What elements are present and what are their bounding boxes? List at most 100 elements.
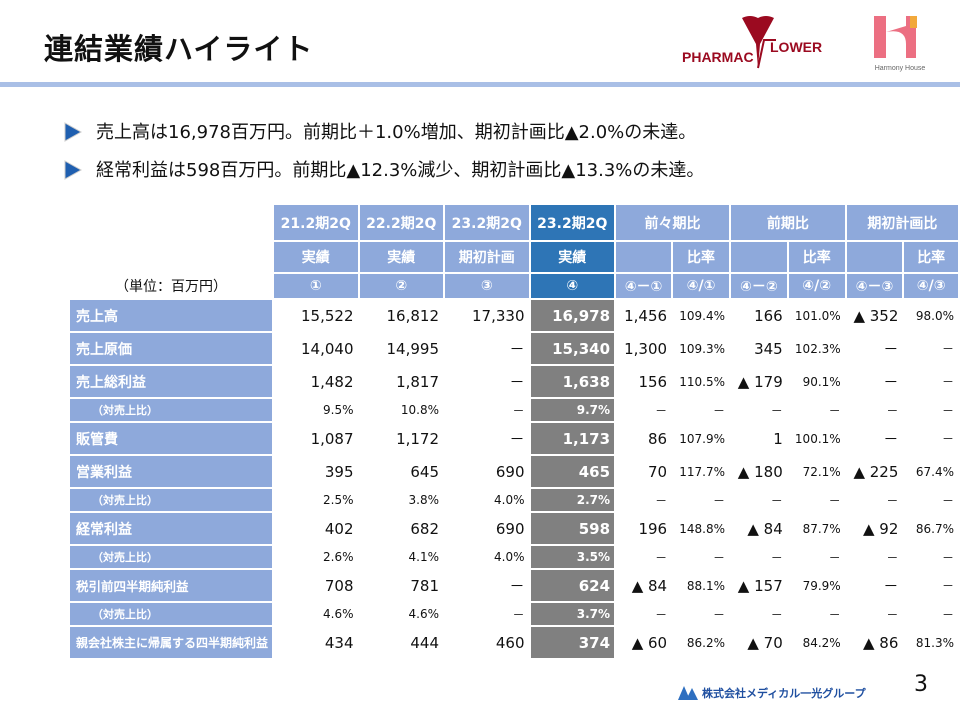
value-cell: －	[509, 430, 525, 448]
col-num: ③	[445, 274, 529, 298]
value-cell: 88.1%	[686, 578, 726, 593]
value-cell: ▲ 70	[747, 633, 783, 652]
diff-num: ④－③	[846, 274, 903, 298]
value-cell: 148.8%	[679, 521, 726, 536]
value-cell: －	[941, 550, 954, 565]
value-cell: ▲ 84	[747, 519, 783, 538]
value-cell: 645	[410, 462, 440, 481]
ratio-num: ④/②	[788, 274, 845, 298]
value-cell: 708	[324, 576, 354, 595]
value-cell: 345	[754, 339, 783, 358]
value-cell: 9.5%	[323, 403, 354, 417]
value-cell: 196	[638, 519, 668, 538]
page-title: 連結業績ハイライト	[44, 32, 314, 66]
value-cell: 1,172	[396, 429, 440, 448]
bullet-text: 経常利益は598百万円。前期比▲12.3%減少、期初計画比▲13.3%の未達。	[96, 160, 705, 181]
value-cell: 14,995	[386, 339, 440, 358]
ratio-header: 比率	[673, 242, 730, 272]
value-cell: －	[509, 340, 525, 358]
highlight-cell: 465	[530, 456, 615, 487]
value-cell: 90.1%	[802, 374, 841, 389]
col-num: ①	[274, 274, 358, 298]
group-header: 前々期比	[616, 205, 730, 240]
blank-header	[731, 242, 787, 272]
value-cell: 4.6%	[408, 607, 440, 621]
value-cell: 109.3%	[679, 341, 726, 356]
highlight-cell: 9.7%	[530, 399, 615, 421]
value-cell: 102.3%	[794, 341, 841, 356]
header-divider	[0, 82, 960, 87]
row-label: （対売上比）	[70, 399, 273, 421]
value-cell: 682	[410, 519, 440, 538]
row-label: 売上高	[70, 300, 273, 331]
ratio-num: ④/③	[904, 274, 958, 298]
value-cell: －	[883, 577, 899, 595]
value-cell: －	[509, 577, 525, 595]
value-cell: 84.2%	[802, 635, 841, 650]
value-cell: 117.7%	[679, 464, 726, 479]
value-cell: 4.6%	[323, 607, 354, 621]
value-cell: ▲ 92	[863, 519, 899, 538]
highlight-cell: 598	[530, 513, 615, 544]
value-cell: ▲ 179	[737, 372, 783, 391]
value-cell: 86.7%	[915, 521, 954, 536]
highlight-cell: 374	[530, 627, 615, 658]
ratio-header: 比率	[788, 242, 845, 272]
value-cell: 70	[647, 462, 668, 481]
col-num: ②	[359, 274, 444, 298]
value-cell: 4.1%	[408, 550, 440, 564]
value-cell: －	[655, 403, 668, 418]
ratio-header: 比率	[904, 242, 958, 272]
col-type: 実績	[359, 242, 444, 272]
value-cell: 81.3%	[915, 635, 954, 650]
value-cell: －	[828, 493, 841, 508]
value-cell: 98.0%	[915, 308, 954, 323]
value-cell: 690	[495, 519, 525, 538]
value-cell: －	[713, 493, 726, 508]
group-header: 期初計画比	[846, 205, 958, 240]
col-period: 23.2期2Q	[530, 205, 615, 240]
value-cell: ▲ 225	[853, 462, 899, 481]
highlight-cell: 16,978	[530, 300, 615, 331]
table-row: 経常利益 402 682 690 598 196 148.8% ▲ 84 87.7% ▲ 92 86…	[70, 513, 958, 544]
bullet-text: 売上高は16,978百万円。前期比＋1.0%増加、期初計画比▲2.0%の未達。	[96, 122, 697, 143]
value-cell: －	[883, 340, 899, 358]
value-cell: －	[886, 403, 899, 418]
row-label: 販管費	[70, 423, 273, 454]
value-cell: 109.4%	[679, 308, 726, 323]
value-cell: ▲ 84	[631, 576, 668, 595]
value-cell: 16,812	[386, 306, 440, 325]
value-cell: 781	[410, 576, 440, 595]
table-row: （対売上比） 2.6% 4.1% 4.0% 3.5% － － － － － －	[70, 546, 958, 568]
table-row: 営業利益 395 645 690 465 70 117.7% ▲ 180 72.1% ▲ 225 6…	[70, 456, 958, 487]
row-label: （対売上比）	[70, 546, 273, 568]
table-row: 親会社株主に帰属する四半期純利益 434 444 460 374 ▲ 60 86.2% ▲ 7…	[70, 627, 958, 658]
value-cell: －	[655, 607, 668, 622]
value-cell: 444	[410, 633, 440, 652]
highlight-cell: 3.5%	[530, 546, 615, 568]
value-cell: －	[941, 493, 954, 508]
value-cell: －	[941, 403, 954, 418]
value-cell: －	[886, 607, 899, 622]
value-cell: 2.6%	[323, 550, 354, 564]
table-row: 販管費 1,087 1,172 － 1,173 86 107.9% 1 100.1% － －	[70, 423, 958, 454]
value-cell: －	[883, 373, 899, 391]
value-cell: 1,456	[624, 306, 668, 325]
col-period: 21.2期2Q	[274, 205, 358, 240]
table-row: （対売上比） 4.6% 4.6% － 3.7% － － － － － －	[70, 603, 958, 625]
value-cell: 10.8%	[400, 403, 440, 417]
table-row: （対売上比） 9.5% 10.8% － 9.7% － － － － － －	[70, 399, 958, 421]
value-cell: －	[886, 493, 899, 508]
highlight-cell: 2.7%	[530, 489, 615, 511]
value-cell: 1,087	[310, 429, 354, 448]
diff-num: ④－②	[731, 274, 787, 298]
blank-cell	[70, 205, 272, 240]
value-cell: ▲ 60	[631, 633, 668, 652]
value-cell: ▲ 86	[863, 633, 899, 652]
value-cell: 3.8%	[408, 493, 440, 507]
value-cell: 460	[495, 633, 525, 652]
row-label: （対売上比）	[70, 603, 273, 625]
value-cell: －	[828, 403, 841, 418]
value-cell: 1,300	[624, 339, 668, 358]
play-arrow-icon	[62, 159, 83, 180]
